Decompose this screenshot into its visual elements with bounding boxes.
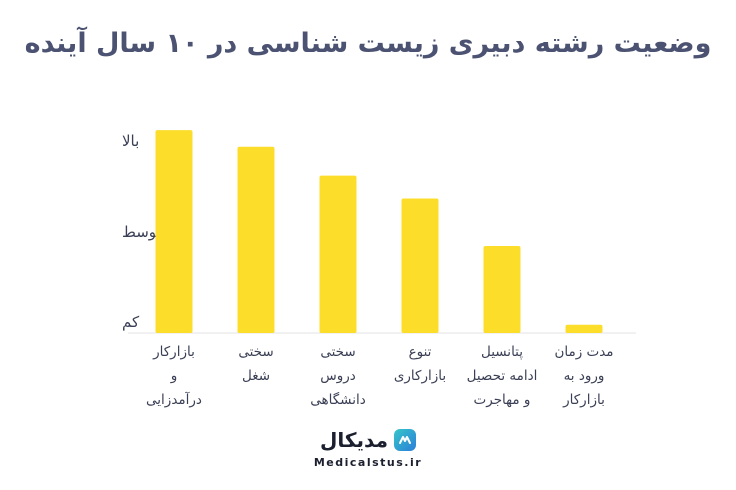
x-tick-label-line: درآمدزایی [146,392,202,408]
brand-url: Medicalstus.ir [313,456,423,469]
x-tick-label: تنوع بازارکاری [360,340,480,388]
y-tick-label: بالا [122,132,139,150]
brand-name: مدیکال [320,428,388,452]
x-tick-label-line: سختی [320,344,356,360]
bar [237,146,275,333]
x-tick-label-line: بازارکار [153,344,195,360]
x-tick-label-line: و [170,368,178,384]
x-tick-label-line: تنوع [408,344,432,360]
brand-logo-icon [393,429,416,451]
x-tick-label: مدت زمان ورود به بازارکار [524,340,644,412]
x-tick-label-line: شغل [241,368,271,384]
bar [401,198,439,333]
bar [155,130,193,333]
x-tick-label-line: دانشگاهی [310,392,366,408]
x-tick-label: سختی دروس دانشگاهی [278,340,398,412]
x-tick-label: پتانسیل ادامه تحصیل و مهاجرت [442,340,562,412]
x-tick-label-line: دروس [320,368,356,384]
x-tick-label-line: پتانسیل [480,344,524,360]
x-tick-label-line: ادامه تحصیل [466,368,538,384]
bar [483,246,521,333]
x-tick-label-line: سختی [238,344,274,360]
bar [565,324,603,333]
x-tick-label: بازارکار و درآمدزایی [114,340,234,412]
y-tick-label: کم [122,313,140,331]
x-tick-label-line: بازارکار [563,392,605,408]
x-tick-label-line: مدت زمان [554,344,614,360]
x-tick-label-line: بازارکاری [393,368,447,384]
x-tick-label-line: و مهاجرت [473,392,531,408]
chart-title: وضعیت رشته دبیری زیست شناسی در ۱۰ سال آی… [24,28,712,59]
bar [319,175,357,333]
brand-row: مدیکال [320,428,416,452]
brand-footer: مدیکال Medicalstus.ir [0,428,736,469]
x-tick-label-line: ورود به [563,368,605,384]
x-tick-label: سختی شغل [196,340,316,388]
